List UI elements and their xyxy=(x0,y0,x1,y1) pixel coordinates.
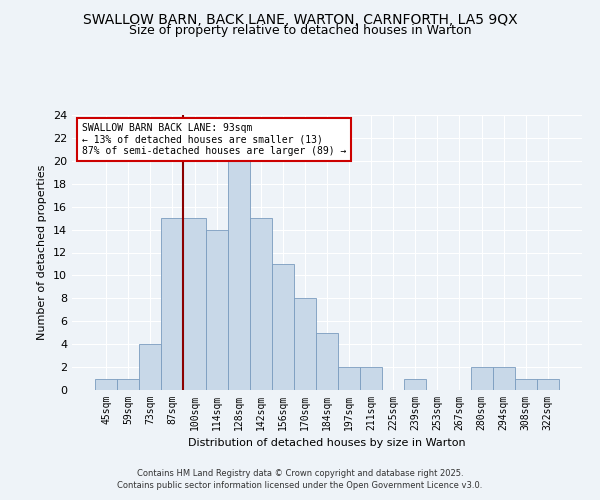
Bar xyxy=(360,367,382,390)
Text: Contains HM Land Registry data © Crown copyright and database right 2025.
Contai: Contains HM Land Registry data © Crown c… xyxy=(118,468,482,490)
Bar xyxy=(338,367,360,390)
Text: SWALLOW BARN BACK LANE: 93sqm
← 13% of detached houses are smaller (13)
87% of s: SWALLOW BARN BACK LANE: 93sqm ← 13% of d… xyxy=(82,123,347,156)
Bar xyxy=(117,378,139,390)
Bar xyxy=(470,367,493,390)
Bar xyxy=(184,218,206,390)
Text: Size of property relative to detached houses in Warton: Size of property relative to detached ho… xyxy=(129,24,471,37)
Bar xyxy=(537,378,559,390)
Bar xyxy=(227,161,250,390)
Bar xyxy=(250,218,272,390)
Bar xyxy=(95,378,117,390)
Bar xyxy=(139,344,161,390)
Bar xyxy=(515,378,537,390)
X-axis label: Distribution of detached houses by size in Warton: Distribution of detached houses by size … xyxy=(188,438,466,448)
Bar xyxy=(493,367,515,390)
Bar xyxy=(272,264,294,390)
Bar xyxy=(161,218,184,390)
Bar xyxy=(206,230,227,390)
Text: SWALLOW BARN, BACK LANE, WARTON, CARNFORTH, LA5 9QX: SWALLOW BARN, BACK LANE, WARTON, CARNFOR… xyxy=(83,12,517,26)
Y-axis label: Number of detached properties: Number of detached properties xyxy=(37,165,47,340)
Bar xyxy=(316,332,338,390)
Bar xyxy=(294,298,316,390)
Bar xyxy=(404,378,427,390)
